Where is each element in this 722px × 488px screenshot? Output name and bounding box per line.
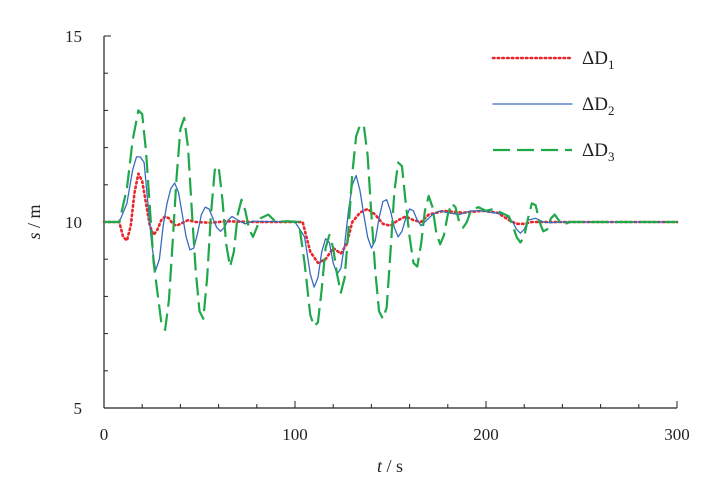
legend-label-1: ΔD1 xyxy=(582,48,614,72)
legend: ΔD1 ΔD2 ΔD3 xyxy=(491,48,614,164)
x-axis-title: t / s xyxy=(377,456,403,476)
legend-label-2: ΔD2 xyxy=(582,94,614,118)
y-tick-label: 5 xyxy=(74,399,83,418)
tick-labels: 5 10 15 0 100 200 300 xyxy=(65,27,690,444)
y-tick-label: 15 xyxy=(65,27,82,46)
x-tick-label: 100 xyxy=(282,425,308,444)
series-line-3 xyxy=(104,109,677,331)
series-layer xyxy=(102,109,679,331)
legend-label-3: ΔD3 xyxy=(582,140,614,164)
x-tick-label: 200 xyxy=(473,425,499,444)
x-tick-label: 300 xyxy=(664,425,690,444)
x-tick-label: 0 xyxy=(100,425,109,444)
y-tick-label: 10 xyxy=(65,213,82,232)
y-axis-title: s / m xyxy=(24,204,44,239)
